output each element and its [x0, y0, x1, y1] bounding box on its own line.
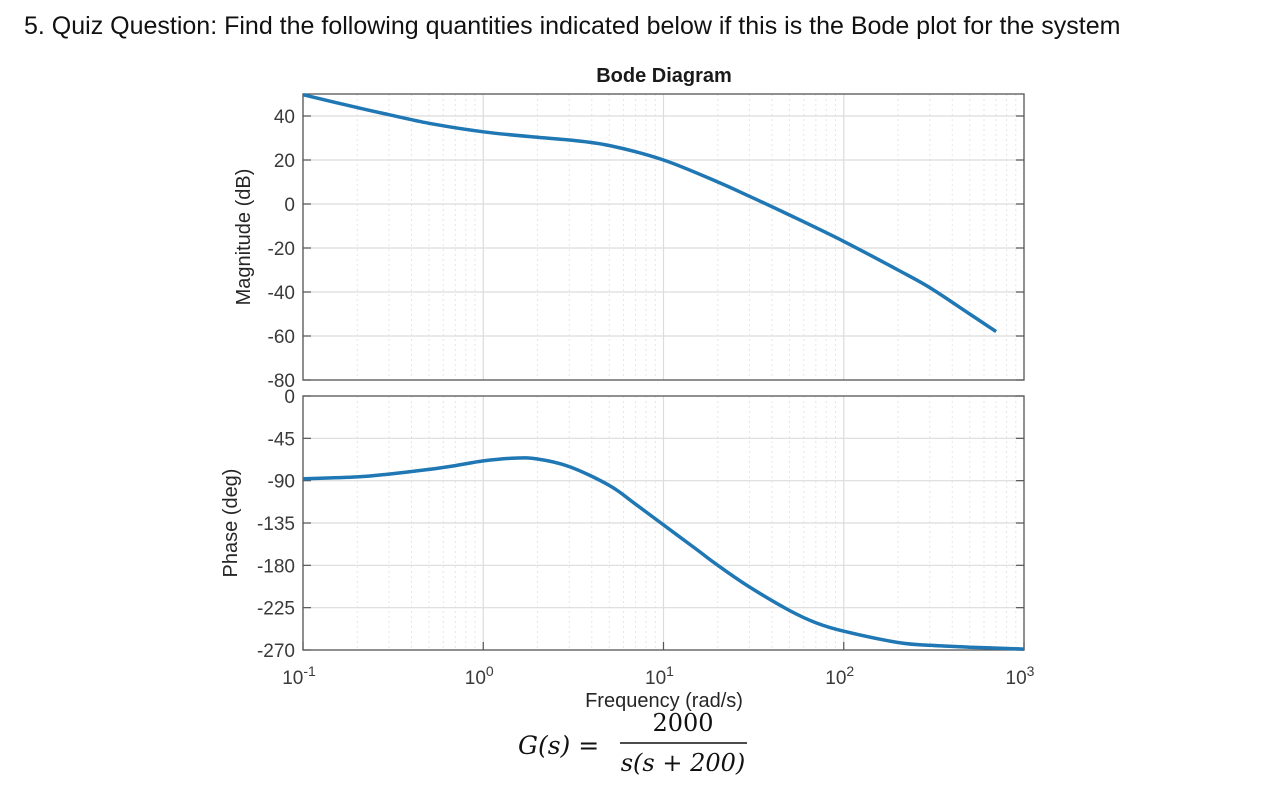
transfer-function-lhs: G(s) =	[518, 731, 599, 760]
magnitude-axes-box	[302, 93, 1025, 381]
phase-tick-label: -90	[268, 472, 295, 493]
chart-title: Bode Diagram	[596, 65, 732, 87]
magnitude-tick-label: 20	[274, 151, 295, 172]
x-tick-label: 101	[645, 663, 674, 689]
transfer-function-numerator: 2000	[652, 709, 713, 737]
magnitude-axis-label: Magnitude (dB)	[233, 169, 255, 306]
magnitude-tick-label: 0	[284, 195, 295, 216]
magnitude-tick-label: -80	[268, 371, 295, 392]
transfer-function-denominator: s(s + 200)	[621, 749, 746, 777]
magnitude-series-line	[302, 92, 998, 334]
magnitude-y-ticks: 40 20 0 -20 -40 -60 -80	[268, 107, 1024, 392]
magnitude-tick-label: 40	[274, 107, 295, 128]
phase-tick-label: -45	[268, 429, 295, 450]
phase-tick-label: -180	[257, 556, 295, 577]
phase-y-ticks: 0 -45 -90 -135 -180 -225 -270	[257, 387, 1024, 662]
magnitude-tick-label: -20	[268, 239, 295, 260]
x-tick-label: 103	[1006, 663, 1035, 689]
x-tick-label: 102	[825, 663, 854, 689]
phase-tick-label: -270	[257, 641, 295, 662]
magnitude-tick-label: -60	[268, 327, 295, 348]
x-tick-label: 10-1	[282, 663, 316, 689]
phase-tick-label: -135	[257, 514, 295, 535]
quiz-question: 5. Quiz Question: Find the following qua…	[24, 12, 1121, 40]
phase-tick-label: 0	[284, 387, 295, 408]
frequency-x-ticks: 10-1 100 101 102 103	[282, 642, 1035, 689]
frequency-axis-label: Frequency (rad/s)	[585, 690, 743, 712]
phase-axis-label: Phase (deg)	[220, 469, 242, 578]
transfer-function: G(s) = 2000 s(s + 200)	[518, 709, 747, 777]
x-tick-label: 100	[465, 663, 494, 689]
magnitude-grid	[302, 94, 1024, 380]
phase-series-line	[302, 456, 1025, 651]
magnitude-tick-label: -40	[268, 283, 295, 304]
phase-tick-label: -225	[257, 599, 295, 620]
